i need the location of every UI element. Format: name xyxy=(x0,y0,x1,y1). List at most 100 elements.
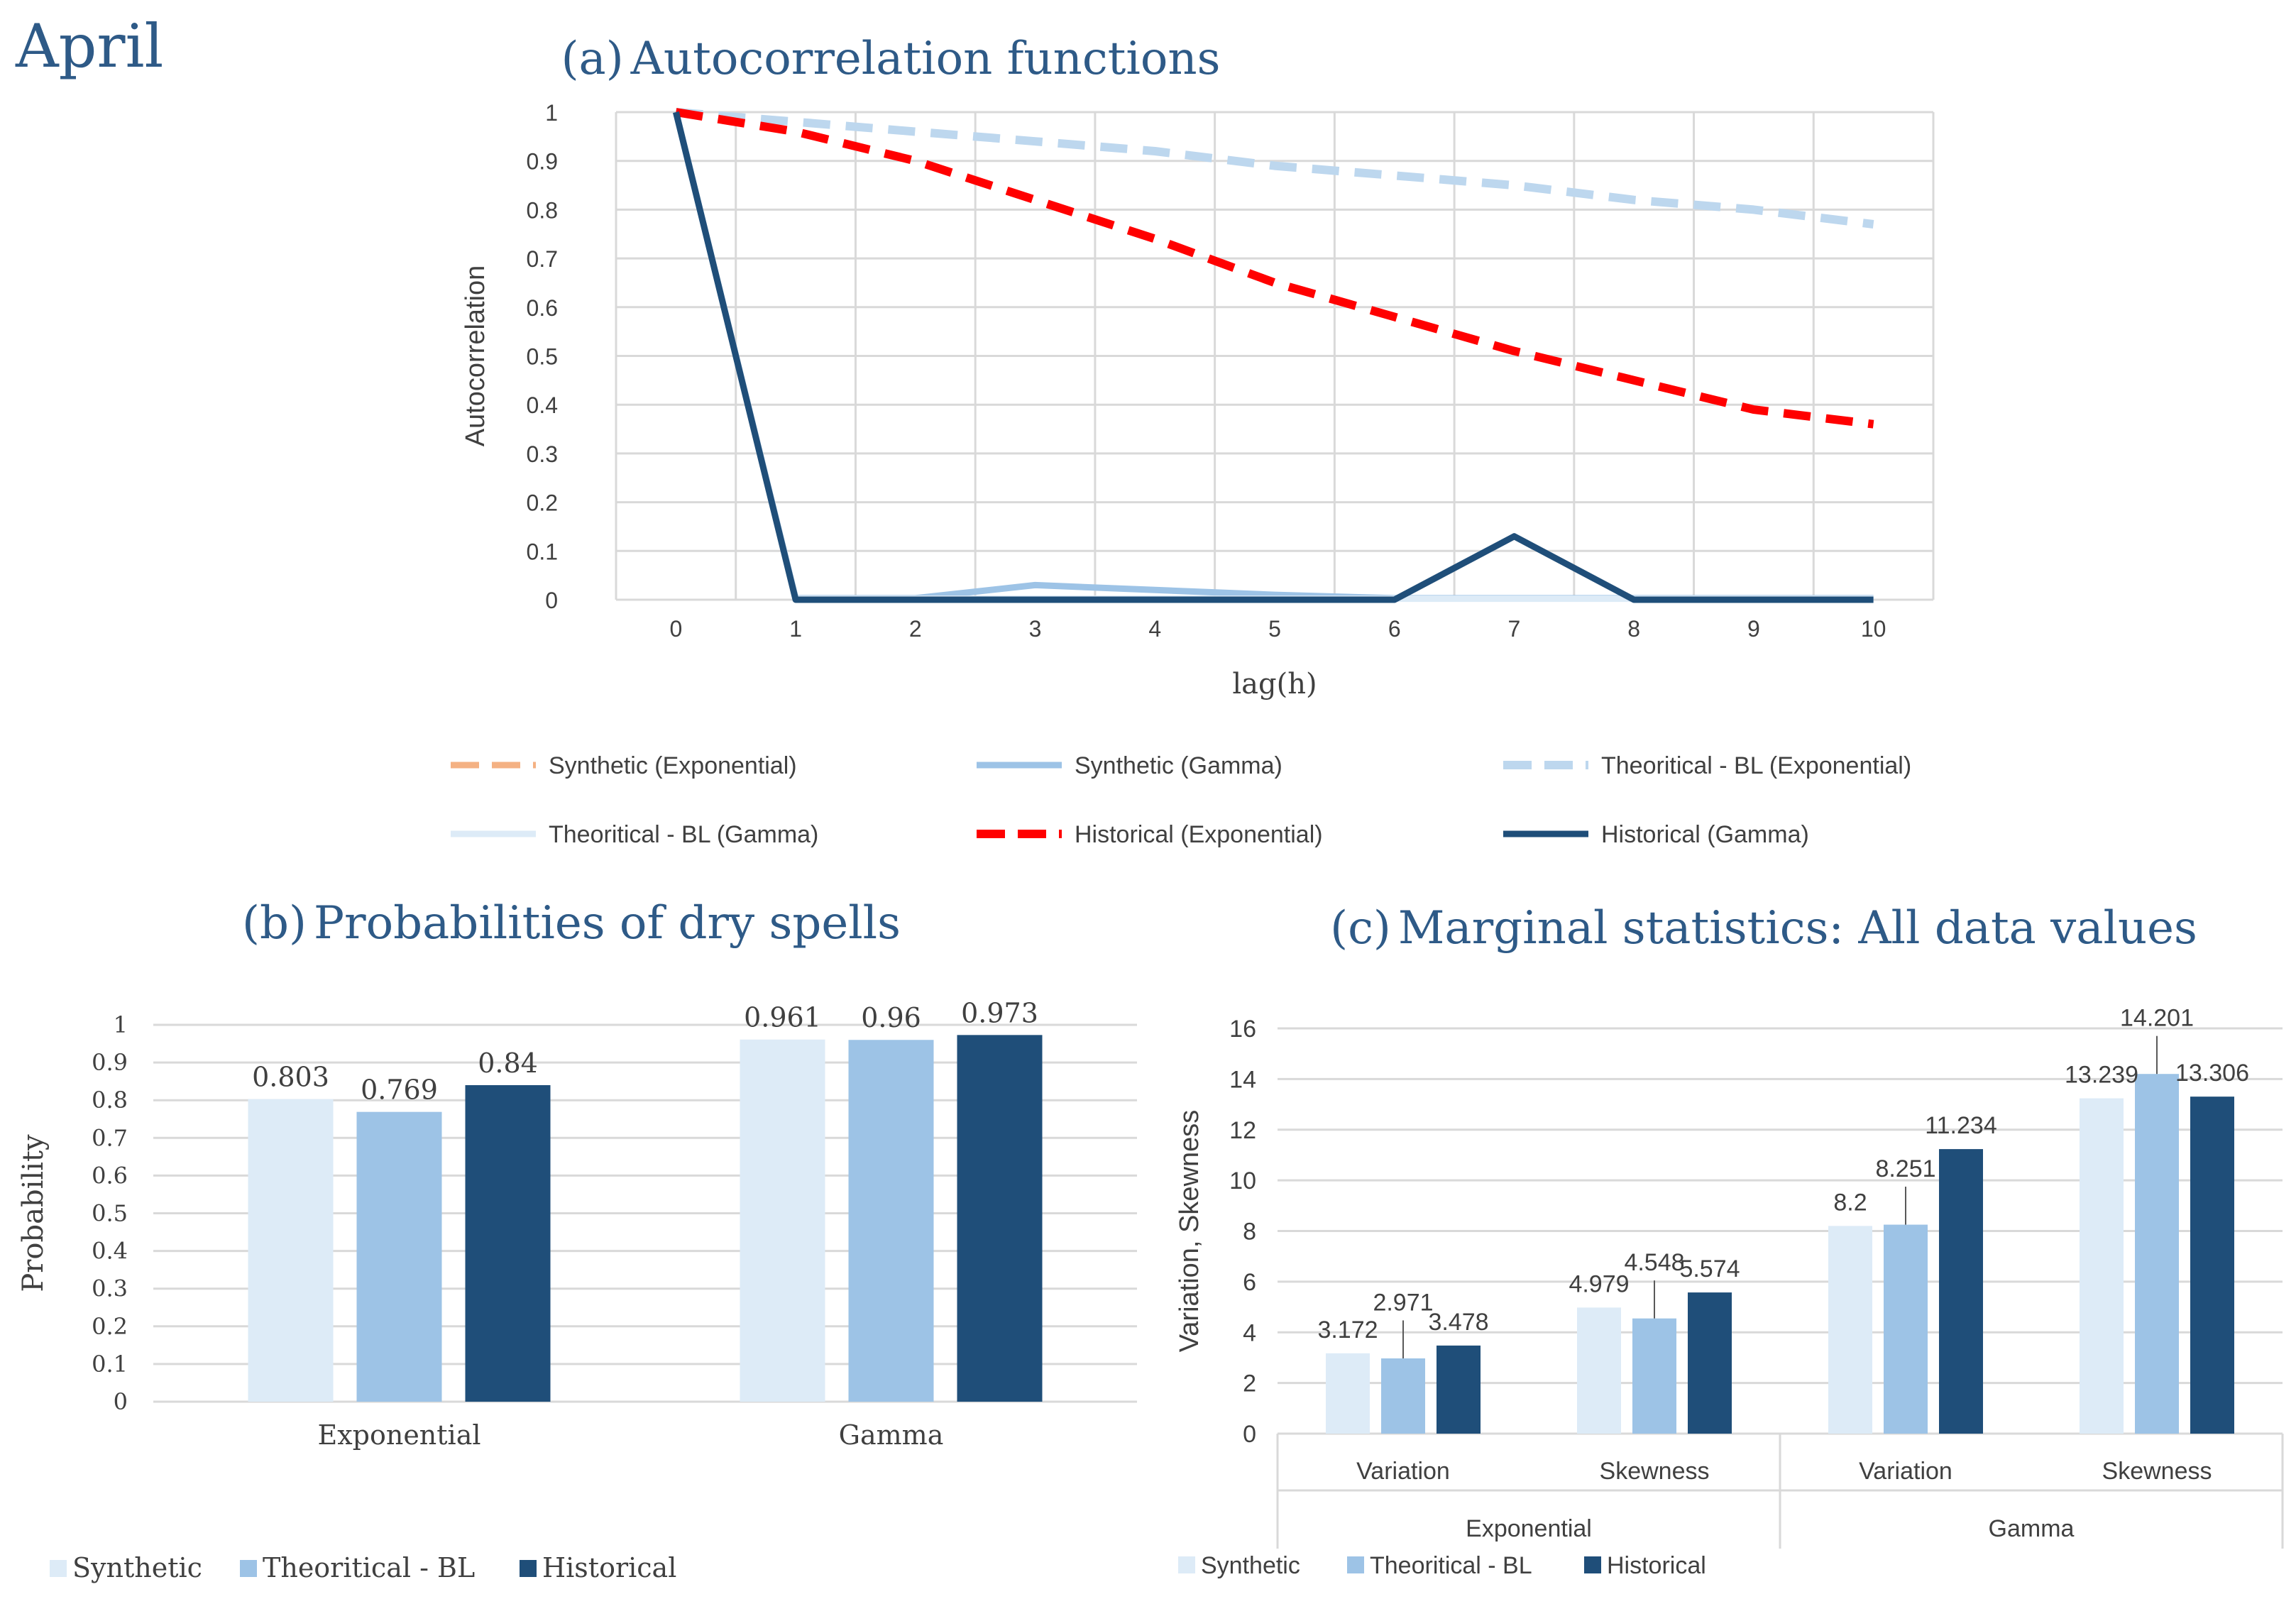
chart-b-bar-bar-theoretical xyxy=(848,1040,934,1402)
chart-a-ytick-label: 0.2 xyxy=(527,490,558,516)
month-label: April xyxy=(16,11,164,81)
chart-c-category-label: Skewness xyxy=(1600,1458,1710,1485)
chart-b-data-label: 0.973 xyxy=(961,997,1038,1028)
chart-c-ytick-label: 12 xyxy=(1229,1117,1256,1144)
chart-c-bar-bar-synthetic xyxy=(1326,1353,1370,1434)
chart-c-bar-bar-historical xyxy=(1939,1149,1983,1434)
chart-b-bar-bar-theoretical xyxy=(356,1111,442,1402)
chart-c-ytick-label: 6 xyxy=(1243,1269,1256,1296)
chart-a-legend-label: Historical (Exponential) xyxy=(1075,821,1323,848)
chart-c-bar-bar-theoretical xyxy=(1632,1318,1676,1434)
chart-a-ytick-label: 0.6 xyxy=(527,295,558,321)
chart-c-ytick-label: 4 xyxy=(1243,1319,1256,1346)
chart-a-title-text: Autocorrelation functions xyxy=(630,33,1221,85)
chart-c-legend-label: Theoritical - BL xyxy=(1370,1552,1532,1579)
chart-b-ytick-label: 0.9 xyxy=(92,1049,128,1076)
chart-c-bar-bar-theoretical xyxy=(1381,1358,1425,1434)
chart-a-xtick-label: 10 xyxy=(1861,616,1886,642)
chart-b-legend-label: Historical xyxy=(542,1552,676,1583)
chart-a-ytick-label: 0 xyxy=(545,588,558,613)
chart-b-ytick-label: 0.7 xyxy=(92,1124,128,1151)
chart-a-xtick-label: 1 xyxy=(789,616,802,642)
chart-a-ytick-label: 1 xyxy=(545,100,558,126)
chart-c-data-label: 13.239 xyxy=(2065,1062,2138,1089)
chart-c-data-label: 8.2 xyxy=(1833,1189,1867,1216)
chart-a-xtick-label: 8 xyxy=(1627,616,1640,642)
chart-c-data-label: 8.251 xyxy=(1875,1155,1935,1182)
chart-b-ytick-label: 0.4 xyxy=(92,1238,128,1265)
chart-c-ytick-label: 14 xyxy=(1229,1066,1256,1093)
chart-b-bar-bar-historical xyxy=(957,1035,1043,1402)
chart-c-bar-bar-historical xyxy=(1688,1292,1732,1434)
chart-c-ytick-label: 2 xyxy=(1243,1370,1256,1397)
chart-b-ytick-label: 0.3 xyxy=(92,1275,128,1302)
chart-c-legend-swatch xyxy=(1178,1556,1195,1573)
chart-a-xlabel: lag(h) xyxy=(1232,668,1317,700)
chart-a-xtick-label: 3 xyxy=(1029,616,1042,642)
chart-a-xtick-label: 5 xyxy=(1268,616,1281,642)
chart-a-xtick-label: 6 xyxy=(1388,616,1401,642)
chart-b-bar-bar-historical xyxy=(465,1084,551,1402)
chart-c-data-label: 3.478 xyxy=(1428,1309,1488,1336)
chart-b-legend-swatch xyxy=(50,1560,67,1577)
chart-c-bar-bar-theoretical xyxy=(1884,1224,1928,1434)
chart-a-series-hist-gamma xyxy=(673,111,1874,603)
chart-c-group-label: Exponential xyxy=(1466,1515,1592,1542)
chart-c-bar-bar-theoretical xyxy=(2135,1074,2179,1434)
chart-b-ylabel: Probability xyxy=(17,1134,50,1292)
chart-a-title-prefix: (a) xyxy=(561,33,624,85)
chart-a-xtick-label: 4 xyxy=(1148,616,1161,642)
chart-a-ytick-label: 0.7 xyxy=(527,246,558,272)
chart-c-title-prefix: (c) xyxy=(1330,902,1391,955)
chart-c-legend-swatch xyxy=(1584,1556,1601,1573)
chart-c-bar-bar-synthetic xyxy=(1577,1307,1621,1434)
chart-a-title: (a) Autocorrelation functions xyxy=(561,33,1221,85)
chart-c-category-label: Variation xyxy=(1356,1458,1450,1485)
chart-a-legend-label: Historical (Gamma) xyxy=(1601,821,1809,848)
chart-a-xtick-label: 2 xyxy=(909,616,922,642)
chart-b-legend-label: Theoritical - BL xyxy=(263,1552,475,1583)
chart-c-legend-swatch xyxy=(1347,1556,1364,1573)
chart-c-group-label: Gamma xyxy=(1989,1515,2075,1542)
chart-c-ytick-label: 0 xyxy=(1243,1421,1256,1448)
chart-b-ytick-label: 0.1 xyxy=(92,1351,128,1378)
chart-b-category-label: Gamma xyxy=(839,1419,944,1451)
chart-b-ytick-label: 0.8 xyxy=(92,1087,128,1114)
chart-c-data-label: 11.234 xyxy=(1925,1112,1996,1139)
chart-c-plot: 0 2 4 6 8 10 12 14 16 Variation, Skewness 3.1722.9… xyxy=(1175,1005,2284,1579)
chart-a-plot: 00.10.20.30.40.50.60.70.80.910 1 2 3 4 5 6 7 8 9 1… xyxy=(451,100,1935,848)
chart-c-data-label: 5.574 xyxy=(1679,1255,1740,1282)
chart-b-legend-label: Synthetic xyxy=(72,1552,202,1583)
chart-a-legend-label: Theoritical - BL (Gamma) xyxy=(549,821,818,848)
chart-c-data-label: 2.971 xyxy=(1373,1289,1433,1316)
chart-a-legend-label: Theoritical - BL (Exponential) xyxy=(1601,752,1911,779)
chart-b-ytick-label: 0.2 xyxy=(92,1313,128,1340)
chart-c-legend-label: Historical xyxy=(1607,1552,1706,1579)
chart-b-ytick-label: 0 xyxy=(114,1388,128,1415)
chart-a-ytick-label: 0.4 xyxy=(527,392,558,418)
chart-c-data-label: 3.172 xyxy=(1317,1317,1378,1344)
chart-c-bar-bar-synthetic xyxy=(2080,1098,2124,1434)
chart-b-legend-swatch xyxy=(520,1560,537,1577)
chart-c-ytick-label: 16 xyxy=(1229,1016,1256,1043)
chart-c-title: (c) Marginal statistics: All data values xyxy=(1330,902,2197,955)
chart-b-legend-swatch xyxy=(240,1560,257,1577)
chart-c-ytick-label: 10 xyxy=(1229,1167,1256,1194)
chart-c-category-label: Variation xyxy=(1859,1458,1952,1485)
chart-a-ytick-label: 0.9 xyxy=(527,149,558,175)
chart-c-data-label: 4.979 xyxy=(1569,1270,1629,1297)
chart-c-bar-bar-historical xyxy=(1437,1345,1481,1434)
chart-a-ytick-label: 0.5 xyxy=(527,344,558,370)
chart-b-data-label: 0.96 xyxy=(861,1002,921,1033)
chart-a-ylabel: Autocorrelation xyxy=(461,265,490,447)
chart-b-data-label: 0.961 xyxy=(744,1002,821,1033)
chart-b-ytick-label: 1 xyxy=(114,1011,128,1038)
chart-b-title: (b) Probabilities of dry spells xyxy=(242,897,901,950)
chart-c-data-label: 13.306 xyxy=(2175,1060,2249,1087)
chart-c-bar-bar-synthetic xyxy=(1828,1226,1872,1434)
chart-a-ytick-label: 0.3 xyxy=(527,441,558,467)
chart-b-data-label: 0.84 xyxy=(478,1048,538,1079)
chart-b-ytick-label: 0.6 xyxy=(92,1162,128,1189)
